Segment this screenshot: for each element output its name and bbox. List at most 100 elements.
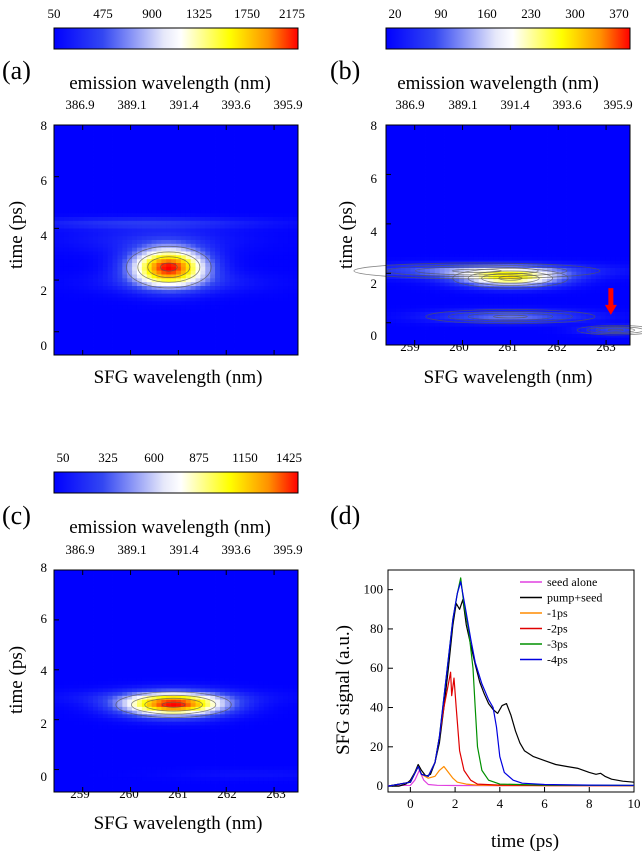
heatmap-cell	[542, 205, 548, 210]
heatmap-cell	[58, 186, 65, 191]
heatmap-cell	[122, 174, 128, 180]
heatmap-cell	[508, 194, 514, 199]
heatmap-cell	[258, 243, 265, 249]
heatmap-cell	[127, 263, 133, 268]
heatmap-cell	[244, 186, 250, 191]
heatmap-cell	[190, 186, 196, 191]
heatmap-cell	[600, 224, 606, 229]
heatmap-cell	[219, 243, 226, 249]
heatmap-cell	[244, 151, 250, 157]
heatmap-cell	[156, 228, 162, 233]
heatmap-cell	[88, 201, 94, 206]
heatmap-cell	[395, 132, 402, 137]
heatmap-cell	[478, 132, 484, 137]
heatmap-cell	[161, 224, 167, 229]
heatmap-cell	[586, 260, 592, 265]
heatmap-cell	[561, 125, 567, 130]
heatmap-cell	[556, 139, 563, 144]
heatmap-cell	[132, 174, 138, 180]
heatmap-cell	[278, 159, 284, 164]
heatmap-cell	[263, 270, 270, 275]
heatmap-cell	[97, 240, 104, 245]
heatmap-cell	[102, 182, 109, 187]
heatmap-cell	[93, 201, 99, 206]
heatmap-cell	[215, 171, 221, 176]
heatmap-cell	[547, 136, 553, 141]
heatmap-cell	[522, 220, 528, 225]
heatmap-cell	[249, 128, 255, 134]
heatmap-cell	[288, 347, 294, 352]
heatmap-cell	[97, 282, 104, 287]
heatmap-cell	[58, 266, 65, 272]
heatmap-cell	[78, 282, 84, 287]
heatmap-cell	[141, 190, 148, 195]
heatmap-cell	[503, 187, 509, 192]
heatmap-cell	[185, 309, 192, 314]
heatmap-cell	[215, 217, 221, 222]
heatmap-cell	[551, 165, 558, 170]
heatmap-cell	[542, 249, 548, 254]
heatmap-cell	[254, 293, 260, 298]
heatmap-cell	[273, 132, 279, 137]
heatmap-cell	[263, 309, 270, 314]
heatmap-cell	[278, 324, 284, 329]
heatmap-cell	[127, 309, 133, 314]
heatmap-cell	[93, 351, 99, 356]
heatmap-cell	[78, 289, 84, 295]
heatmap-cell	[136, 301, 143, 306]
heatmap-cell	[88, 259, 94, 264]
heatmap-cell	[283, 136, 289, 141]
heatmap-cell	[185, 148, 192, 153]
heatmap-cell	[258, 163, 265, 168]
heatmap-cell	[205, 263, 211, 268]
heatmap-cell	[239, 339, 245, 344]
heatmap-cell	[522, 235, 528, 240]
heatmap-cell	[107, 335, 113, 341]
heatmap-cell	[547, 242, 553, 247]
heatmap-cell	[234, 148, 240, 153]
heatmap-cell	[293, 247, 299, 252]
heatmap-cell	[527, 257, 533, 262]
heatmap-cell	[493, 187, 499, 192]
heatmap-cell	[195, 278, 201, 283]
heatmap-cell	[127, 286, 133, 291]
heatmap-cell	[107, 155, 113, 160]
heatmap-cell	[234, 197, 240, 203]
heatmap-cell	[166, 297, 172, 302]
heatmap-cell	[595, 139, 602, 144]
heatmap-cell	[547, 128, 553, 133]
heatmap-cell	[405, 220, 411, 225]
heatmap-cell	[386, 139, 392, 144]
heatmap-cell	[176, 148, 182, 153]
heatmap-cell	[600, 246, 606, 251]
heatmap-cell	[493, 224, 499, 229]
heatmap-cell	[185, 201, 192, 206]
heatmap-cell	[141, 305, 148, 310]
heatmap-cell	[88, 263, 94, 268]
heatmap-cell	[625, 158, 631, 163]
heatmap-cell	[73, 259, 79, 264]
heatmap-cell	[547, 213, 553, 218]
heatmap-cell	[571, 136, 577, 141]
heatmap-cell	[268, 151, 274, 157]
heatmap-cell	[146, 312, 152, 318]
heatmap-cell	[551, 253, 558, 258]
heatmap-cell	[136, 286, 143, 291]
heatmap-cell	[156, 266, 162, 272]
heatmap-cell	[185, 205, 192, 210]
heatmap-cell	[273, 159, 279, 164]
heatmap-cell	[156, 324, 162, 329]
heatmap-cell	[156, 224, 162, 229]
heatmap-cell	[566, 235, 572, 240]
heatmap-cell	[444, 165, 450, 170]
heatmap-cell	[468, 150, 475, 155]
heatmap-cell	[483, 154, 489, 159]
heatmap-cell	[542, 224, 548, 229]
heatmap-cell	[498, 191, 504, 196]
heatmap-cell	[600, 209, 606, 214]
heatmap-cell	[205, 240, 211, 245]
heatmap-cell	[493, 227, 499, 232]
heatmap-cell	[278, 224, 284, 229]
heatmap-cell	[132, 163, 138, 168]
heatmap-cell	[224, 316, 231, 321]
